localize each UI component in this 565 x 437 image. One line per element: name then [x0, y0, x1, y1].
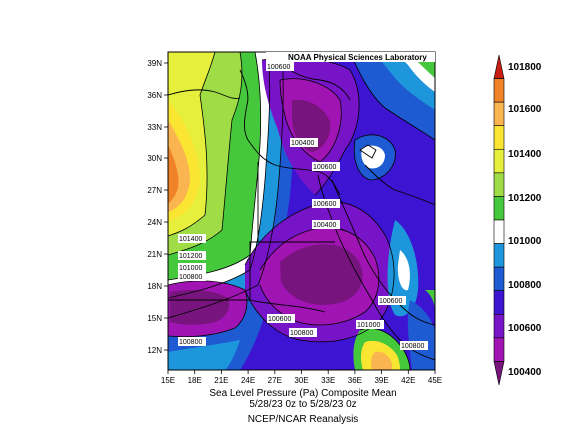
caption-date-range: 5/28/23 0z to 5/28/23 0z: [249, 399, 356, 410]
lon-tick-label: 18E: [188, 376, 202, 385]
colorbar-swatch: [493, 219, 505, 244]
contour-label: 100800: [179, 274, 202, 281]
colorbar-swatch: [493, 243, 505, 268]
lon-tick-label: 36E: [348, 376, 362, 385]
contour-label: 101200: [179, 253, 202, 260]
colorbar-labels: 101800 101600 101400 101200 101000 10080…: [508, 62, 542, 378]
lon-tick-label: 45E: [428, 376, 442, 385]
contour-label: 100600: [313, 164, 336, 171]
colorbar-swatch: [493, 148, 505, 174]
contour-label: 101000: [179, 265, 202, 272]
colorbar-swatch: [493, 125, 505, 150]
colorbar-label: 101400: [508, 149, 542, 160]
lon-tick-label: 42E: [401, 376, 415, 385]
lat-tick-label: 39N: [147, 59, 162, 68]
lon-tick-labels: 15E 18E 21E 24E 27E 30E 33E 36E 39E 42E …: [161, 376, 442, 385]
colorbar-label: 101600: [508, 104, 542, 115]
lat-tick-label: 27N: [147, 186, 162, 195]
lat-tick-label: 21N: [147, 250, 162, 259]
contour-label: 101400: [179, 236, 202, 243]
contour-label: 100800: [179, 339, 202, 346]
contour-label: 100600: [267, 64, 290, 71]
lon-tick-label: 39E: [374, 376, 388, 385]
attribution-text: NOAA Physical Sciences Laboratory: [288, 53, 427, 62]
attribution-box: [266, 52, 435, 62]
colorbar-label: 101000: [508, 236, 542, 247]
lon-tick-label: 27E: [268, 376, 282, 385]
colorbar-swatch: [493, 54, 505, 79]
colorbar-label: 100600: [508, 323, 542, 334]
contour-label: 101000: [357, 322, 380, 329]
colorbar-swatch: [493, 337, 505, 362]
colorbar-swatch: [493, 78, 505, 103]
contour-label: 100800: [290, 330, 313, 337]
lat-tick-label: 33N: [147, 123, 162, 132]
colorbar: [493, 54, 505, 386]
colorbar-swatch: [493, 266, 505, 292]
contour-labels: 100600 100400 100600 100600 100400 10140…: [178, 62, 428, 350]
lat-tick-label: 30N: [147, 154, 162, 163]
contour-label: 100400: [313, 222, 336, 229]
colorbar-swatch: [493, 196, 505, 221]
lon-tick-label: 24E: [241, 376, 255, 385]
colorbar-label: 101800: [508, 62, 542, 73]
lat-tick-label: 18N: [147, 282, 162, 291]
lat-tick-label: 12N: [147, 346, 162, 355]
lat-tick-labels: 39N 36N 33N 30N 27N 24N 21N 18N 15N 12N: [147, 59, 162, 355]
colorbar-swatch: [493, 313, 505, 339]
colorbar-label: 100400: [508, 367, 542, 378]
lon-tick-label: 15E: [161, 376, 175, 385]
contour-label: 100800: [401, 343, 424, 350]
lat-tick-label: 36N: [147, 91, 162, 100]
lon-tick-label: 30E: [294, 376, 308, 385]
lat-tick-label: 24N: [147, 218, 162, 227]
contour-label: 100600: [268, 316, 291, 323]
caption-source: NCEP/NCAR Reanalysis: [248, 414, 359, 425]
contour-label: 100400: [291, 140, 314, 147]
lon-tick-label: 33E: [321, 376, 335, 385]
colorbar-label: 100800: [508, 280, 542, 291]
lon-tick-label: 21E: [214, 376, 228, 385]
caption-title: Sea Level Pressure (Pa) Composite Mean: [209, 388, 396, 399]
colorbar-swatch: [493, 172, 505, 197]
colorbar-swatch: [493, 290, 505, 315]
lat-tick-label: 15N: [147, 314, 162, 323]
contour-label: 100600: [313, 201, 336, 208]
contour-label: 100600: [379, 298, 402, 305]
colorbar-swatch: [493, 361, 505, 386]
colorbar-swatch: [493, 101, 505, 127]
colorbar-label: 101200: [508, 193, 542, 204]
pressure-field: [168, 52, 435, 370]
